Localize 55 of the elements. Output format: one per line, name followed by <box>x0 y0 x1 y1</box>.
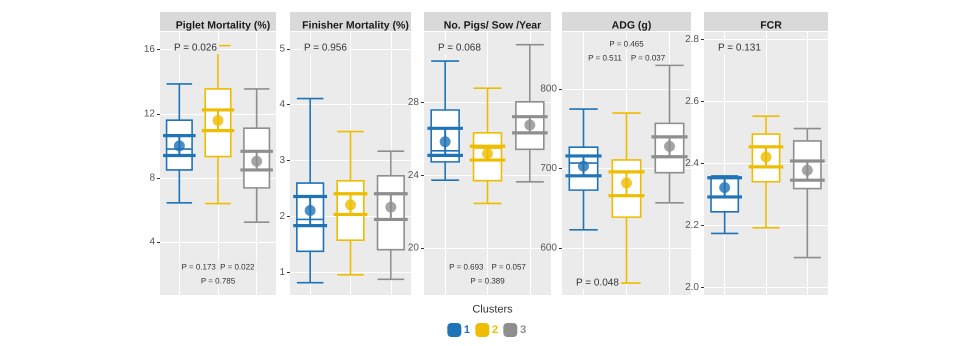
y-tick-label: 2.2 <box>685 220 700 231</box>
point <box>251 156 262 167</box>
y-tick-label: 4 <box>279 99 286 110</box>
y-tick-label: 2 <box>279 211 286 222</box>
y-tick-label: 800 <box>540 84 558 95</box>
y-tick-label: 700 <box>540 163 558 174</box>
y-tick-label: 16 <box>144 44 156 56</box>
y-tick-label: 1 <box>279 267 286 278</box>
annotation: P = 0.026 <box>174 42 218 54</box>
point <box>760 152 772 162</box>
y-tick-label: 2.4 <box>685 158 700 169</box>
point <box>621 177 632 188</box>
annotation: P = 0.037 <box>630 54 666 62</box>
y-tick-label: 8 <box>149 172 156 184</box>
annotation: P = 0.511 <box>588 54 622 62</box>
annotation: P = 0.956 <box>304 42 348 54</box>
y-tick-label: 2.0 <box>685 282 700 293</box>
chart-title: ADG (g) <box>612 20 652 32</box>
y-tick-label: 4 <box>149 236 156 248</box>
text: 3 <box>520 324 526 336</box>
point <box>212 115 224 126</box>
chart-title: Finisher Mortality (%) <box>302 20 409 32</box>
y-tick-label: 12 <box>144 108 156 120</box>
y-tick-label: 20 <box>408 242 420 254</box>
y-tick-label: 2.6 <box>685 96 700 108</box>
annotation: P = 0.068 <box>438 42 482 54</box>
annotation: P = 0.131 <box>718 42 762 54</box>
chart-title: No. Pigs/ Sow /Year <box>444 20 542 32</box>
annotation: P = 0.173 <box>182 262 216 272</box>
annotation: P = 0.465 <box>609 40 644 48</box>
annotation: P = 0.057 <box>492 262 526 272</box>
point <box>578 160 589 172</box>
text: 2 <box>492 324 498 336</box>
legend-title: Clusters <box>472 304 514 316</box>
point <box>664 140 675 152</box>
point <box>802 164 813 176</box>
y-tick-label: 600 <box>540 242 558 254</box>
point <box>174 140 185 152</box>
text: 1 <box>464 324 470 336</box>
annotation: P = 0.022 <box>220 262 256 272</box>
point <box>719 182 730 194</box>
y-tick-label: 28 <box>408 97 420 108</box>
point <box>440 136 451 148</box>
chart-title: Piglet Mortality (%) <box>176 20 270 32</box>
y-tick-label: 5 <box>279 43 286 54</box>
annotation: P = 0.785 <box>200 276 236 286</box>
chart-title: FCR <box>760 20 782 32</box>
annotation: P = 0.693 <box>449 262 484 272</box>
annotation: P = 0.048 <box>576 278 620 288</box>
point <box>482 148 493 160</box>
y-tick-label: 2.8 <box>685 34 700 46</box>
y-tick-label: 3 <box>279 155 286 166</box>
point <box>524 120 536 131</box>
y-tick-label: 24 <box>408 170 420 181</box>
annotation: P = 0.389 <box>470 276 506 286</box>
